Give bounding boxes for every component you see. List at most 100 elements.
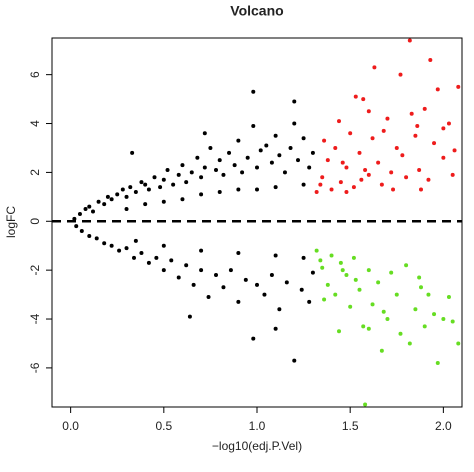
point xyxy=(413,307,418,312)
point xyxy=(363,402,368,407)
point xyxy=(117,248,122,253)
y-tick-label: -4 xyxy=(28,313,42,324)
point xyxy=(91,209,95,214)
point xyxy=(255,187,259,192)
point xyxy=(251,123,256,128)
point xyxy=(366,109,371,114)
point xyxy=(273,185,278,190)
point xyxy=(329,253,334,258)
point xyxy=(432,141,437,146)
point xyxy=(255,165,259,170)
point xyxy=(381,128,386,133)
point xyxy=(363,167,368,172)
point xyxy=(161,177,166,182)
point xyxy=(353,277,358,282)
point xyxy=(357,150,362,155)
point xyxy=(217,189,222,194)
point xyxy=(187,314,192,319)
point xyxy=(152,175,157,180)
point xyxy=(273,253,278,258)
x-axis-label: −log10(edj.P.Vel) xyxy=(212,439,302,453)
point xyxy=(251,336,256,341)
point xyxy=(398,72,403,77)
point xyxy=(161,199,166,204)
point xyxy=(227,150,232,155)
point xyxy=(340,160,345,165)
point xyxy=(359,177,364,182)
point xyxy=(389,170,394,175)
point xyxy=(120,187,125,192)
point xyxy=(236,138,241,143)
point xyxy=(273,133,278,138)
point xyxy=(143,182,148,187)
point xyxy=(452,148,457,153)
point xyxy=(450,319,455,324)
point xyxy=(422,324,427,329)
point xyxy=(372,65,377,70)
point xyxy=(171,182,176,187)
y-tick-label: -2 xyxy=(28,264,42,275)
point xyxy=(432,312,437,317)
point xyxy=(348,304,353,309)
y-tick-label: -6 xyxy=(28,362,42,373)
point xyxy=(273,326,278,331)
point xyxy=(398,331,403,336)
point xyxy=(74,224,79,229)
point xyxy=(357,287,362,292)
point xyxy=(236,299,241,304)
x-tick-label: 2.0 xyxy=(435,419,452,433)
point xyxy=(415,123,420,128)
point xyxy=(301,136,306,141)
point xyxy=(269,273,274,278)
point xyxy=(366,326,371,331)
point xyxy=(282,170,287,175)
point xyxy=(314,189,319,194)
point xyxy=(202,131,207,136)
point xyxy=(139,180,144,185)
point xyxy=(154,255,159,260)
point xyxy=(344,189,349,194)
point xyxy=(288,145,293,150)
point xyxy=(413,133,418,138)
point xyxy=(422,106,427,111)
point xyxy=(262,292,267,297)
y-tick-label: 6 xyxy=(28,71,42,78)
point xyxy=(87,204,92,209)
point xyxy=(214,167,218,172)
point xyxy=(441,126,446,131)
point xyxy=(176,275,181,280)
point xyxy=(318,182,323,187)
point xyxy=(189,170,194,175)
point xyxy=(217,158,222,163)
point xyxy=(158,185,163,190)
point xyxy=(301,255,306,260)
point xyxy=(269,160,274,165)
point xyxy=(318,258,323,263)
point xyxy=(292,358,297,363)
point xyxy=(146,187,151,192)
point xyxy=(161,268,166,273)
point xyxy=(221,172,226,177)
point xyxy=(344,273,349,278)
point xyxy=(417,167,422,172)
point xyxy=(87,233,92,238)
point xyxy=(417,275,422,280)
point xyxy=(376,160,381,165)
point xyxy=(133,189,138,194)
y-tick-label: 4 xyxy=(28,120,42,127)
y-tick-label: 0 xyxy=(28,218,42,225)
point xyxy=(379,182,384,187)
point xyxy=(132,255,136,260)
point xyxy=(284,280,289,285)
point xyxy=(94,236,99,241)
point xyxy=(199,175,204,180)
point xyxy=(361,324,366,329)
point xyxy=(184,263,189,268)
point xyxy=(333,145,338,150)
point xyxy=(320,175,325,180)
point xyxy=(428,57,433,62)
point xyxy=(221,285,226,290)
point xyxy=(296,158,300,163)
point xyxy=(366,172,371,177)
